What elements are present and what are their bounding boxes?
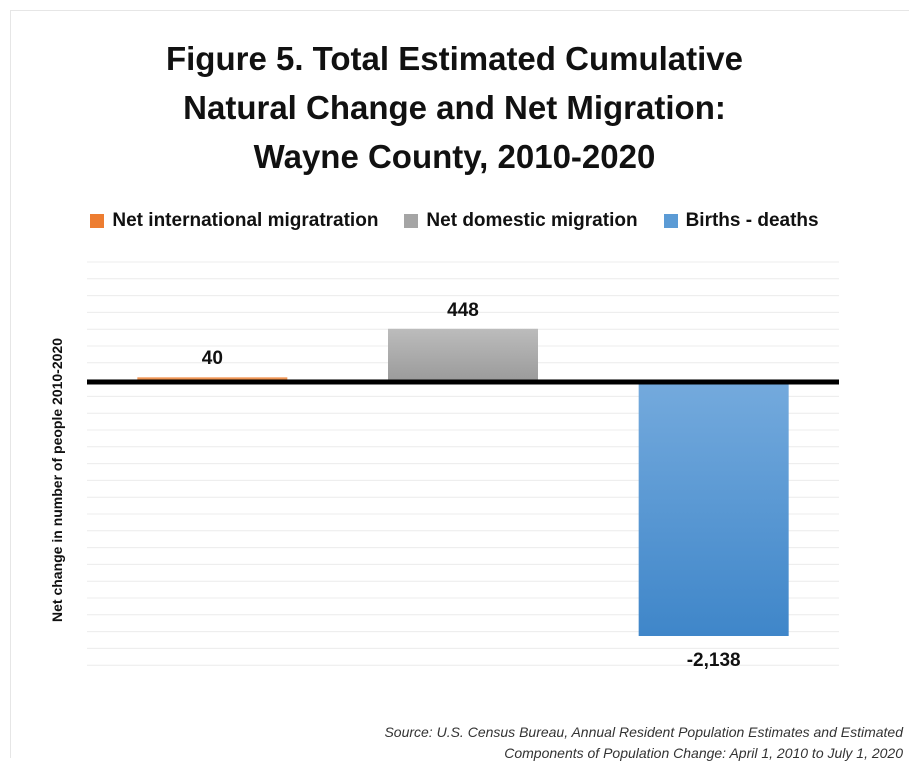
legend-swatch-domestic	[404, 214, 419, 228]
chart-title: Figure 5. Total Estimated Cumulative Nat…	[0, 34, 909, 181]
title-line-3: Wayne County, 2010-2020	[253, 138, 656, 175]
bars	[137, 328, 789, 636]
data-label-2: 448	[447, 300, 479, 321]
legend-item-births-deaths: Births - deaths	[663, 208, 819, 234]
legend-label-births-deaths: Births - deaths	[685, 210, 819, 231]
data-labels: 40 448 -2,138	[202, 300, 741, 671]
legend-swatch-births-deaths	[663, 214, 678, 228]
legend-label-international: Net international migratration	[112, 210, 379, 231]
source-note: Source: U.S. Census Bureau, Annual Resid…	[384, 722, 903, 764]
legend-item-domestic: Net domestic migration	[404, 208, 638, 234]
bar-3	[638, 382, 789, 636]
bar-2	[388, 328, 538, 382]
chart-frame	[10, 10, 909, 758]
title-line-1: Figure 5. Total Estimated Cumulative	[165, 40, 743, 77]
data-label-1: 40	[202, 348, 223, 369]
title-line-2: Natural Change and Net Migration:	[183, 89, 726, 126]
legend-swatch-international	[90, 214, 105, 228]
chart-legend: Net international migratration Net domes…	[0, 208, 909, 234]
data-label-3: -2,138	[687, 650, 741, 671]
legend-label-domestic: Net domestic migration	[426, 210, 638, 231]
legend-item-international: Net international migratration	[90, 208, 378, 234]
source-line-2: Components of Population Change: April 1…	[504, 745, 903, 761]
source-line-1: Source: U.S. Census Bureau, Annual Resid…	[384, 724, 903, 740]
